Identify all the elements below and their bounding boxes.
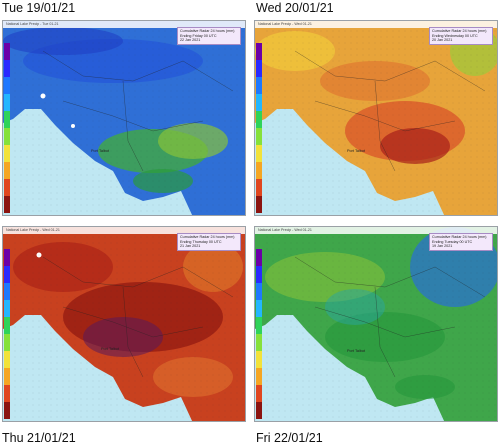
place-label: Port Talbot: [91, 149, 110, 153]
scale-swatch: [4, 145, 10, 162]
info-line: Ending Wednesday 00 UTC: [432, 33, 478, 38]
info-line: 20 Jan 2021: [432, 38, 453, 43]
panel-header: National Lake Precip - Wed 01-21: [255, 227, 497, 234]
scale-swatch: [4, 351, 10, 368]
scale-swatch: [4, 368, 10, 385]
scale-swatch: [4, 283, 10, 300]
scale-swatch: [256, 162, 262, 179]
scale-swatch: [256, 43, 262, 60]
scale-swatch: [4, 77, 10, 94]
scale-swatch: [256, 300, 262, 317]
radar-map-panel-fri: National Lake Precip - Wed 01-21 Cumulat…: [254, 226, 498, 422]
info-line: 19 Jan 2021: [432, 244, 453, 249]
scale-swatch: [256, 179, 262, 196]
color-scale: [4, 249, 10, 419]
info-line: Cumulative Radar 24 hours (mm): [432, 29, 487, 33]
panel-header: National Lake Precip - Wed 01-21: [3, 227, 245, 234]
place-label: Port Talbot: [101, 347, 120, 351]
date-label-wed: Wed 20/01/21: [256, 1, 334, 15]
scale-swatch: [256, 196, 262, 213]
scale-swatch: [4, 94, 10, 111]
scale-swatch: [4, 300, 10, 317]
scale-swatch: [256, 145, 262, 162]
scale-swatch: [4, 266, 10, 283]
date-label-fri: Fri 22/01/21: [256, 431, 323, 445]
scale-swatch: [4, 43, 10, 60]
scale-swatch: [256, 111, 262, 128]
grid-dots: [266, 30, 496, 212]
radar-map-fri: [255, 227, 497, 421]
scale-swatch: [256, 317, 262, 334]
scale-swatch: [4, 334, 10, 351]
info-box: Cumulative Radar 24 hours (mm) Ending Fr…: [177, 27, 241, 45]
scale-swatch: [256, 368, 262, 385]
scale-swatch: [4, 196, 10, 213]
place-label: Port Talbot: [347, 349, 366, 353]
info-line: 22 Jan 2021: [180, 38, 201, 43]
info-line: Ending Tuesday 00 UTC: [432, 239, 473, 244]
radar-map-thu: [3, 227, 245, 421]
info-box: Cumulative Radar 24 hours (mm) Ending Th…: [177, 233, 241, 251]
scale-swatch: [4, 60, 10, 77]
info-line: Cumulative Radar 24 hours (mm): [180, 29, 235, 33]
scale-swatch: [256, 94, 262, 111]
scale-swatch: [4, 385, 10, 402]
radar-map-panel-thu: National Lake Precip - Wed 01-21 Cumulat…: [2, 226, 246, 422]
panel-header: National Lake Precip - Wed 01-21: [255, 21, 497, 28]
color-scale: [256, 43, 262, 213]
panel-header: National Lake Precip - Tue 01-21: [3, 21, 245, 28]
date-label-tue: Tue 19/01/21: [2, 1, 76, 15]
scale-swatch: [4, 162, 10, 179]
scale-swatch: [4, 402, 10, 419]
info-box: Cumulative Radar 24 hours (mm) Ending We…: [429, 27, 493, 45]
place-label: Port Talbot: [347, 149, 366, 153]
scale-swatch: [256, 60, 262, 77]
scale-swatch: [4, 249, 10, 266]
scale-swatch: [256, 266, 262, 283]
scale-swatch: [256, 334, 262, 351]
radar-map-tue: [3, 21, 245, 215]
info-line: 21 Jan 2021: [180, 244, 201, 249]
rainfall-patches-tue: [3, 27, 228, 193]
info-line: Cumulative Radar 24 hours (mm): [432, 235, 487, 239]
grid-dots: [266, 236, 496, 418]
scale-swatch: [256, 351, 262, 368]
scale-swatch: [256, 385, 262, 402]
scale-swatch: [256, 402, 262, 419]
radar-map-wed: [255, 21, 497, 215]
scale-swatch: [256, 128, 262, 145]
scale-swatch: [256, 77, 262, 94]
scale-swatch: [4, 128, 10, 145]
info-line: Ending Thursday 00 UTC: [180, 239, 222, 244]
info-line: Ending Friday 00 UTC: [180, 33, 217, 38]
color-scale: [4, 43, 10, 213]
grid-dots: [14, 236, 244, 418]
date-label-thu: Thu 21/01/21: [2, 431, 76, 445]
scale-swatch: [4, 317, 10, 334]
scale-swatch: [256, 249, 262, 266]
radar-map-panel-wed: National Lake Precip - Wed 01-21 Cumulat…: [254, 20, 498, 216]
color-scale: [256, 249, 262, 419]
scale-swatch: [256, 283, 262, 300]
info-box: Cumulative Radar 24 hours (mm) Ending Tu…: [429, 233, 493, 251]
radar-map-panel-tue: National Lake Precip - Tue 01-21 Cumulat…: [2, 20, 246, 216]
scale-swatch: [4, 179, 10, 196]
info-line: Cumulative Radar 24 hours (mm): [180, 235, 235, 239]
scale-swatch: [4, 111, 10, 128]
rainfall-patches-thu: [13, 242, 243, 397]
